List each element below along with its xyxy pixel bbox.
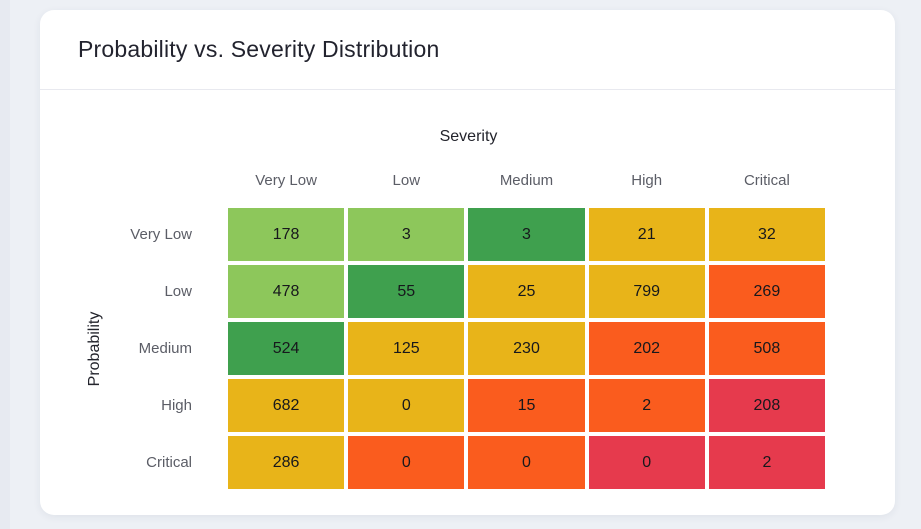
y-axis-label-high: High — [161, 397, 192, 414]
heatmap-cell-r2c3[interactable]: 202 — [588, 322, 705, 375]
heatmap-cell-r1c4[interactable]: 269 — [708, 265, 825, 318]
y-axis-label-low: Low — [164, 283, 192, 300]
heatmap-cell-r0c1[interactable]: 3 — [348, 208, 465, 261]
x-axis-label-critical: Critical — [743, 172, 790, 189]
heatmap-cell-r1c1[interactable]: 55 — [348, 265, 465, 318]
page-edge-strip — [0, 0, 10, 529]
heatmap-cell-r2c4[interactable]: 508 — [708, 322, 825, 375]
y-axis-label-critical: Critical — [146, 454, 192, 471]
heatmap-chart: Severity Very Low Low Medium High Critic… — [76, 128, 861, 489]
heatmap-cell-r2c1[interactable]: 125 — [348, 322, 465, 375]
heatmap-cell-r4c3[interactable]: 0 — [588, 436, 705, 489]
heatmap-cell-r1c3[interactable]: 799 — [588, 265, 705, 318]
x-axis-label-high: High — [631, 172, 663, 189]
x-axis-title: Severity — [439, 128, 498, 145]
heatmap-cell-r4c4[interactable]: 2 — [708, 436, 825, 489]
heatmap-cell-r3c3[interactable]: 2 — [588, 379, 705, 432]
heatmap-cell-r2c2[interactable]: 230 — [468, 322, 585, 375]
heatmap-body: Probability Very Low Low Medium High Cri… — [76, 208, 861, 489]
heatmap-cell-r0c4[interactable]: 32 — [708, 208, 825, 261]
heatmap-cell-r4c1[interactable]: 0 — [348, 436, 465, 489]
heatmap-cell-r3c1[interactable]: 0 — [348, 379, 465, 432]
card-title: Probability vs. Severity Distribution — [78, 36, 440, 62]
heatmap-cell-r2c0[interactable]: 524 — [228, 322, 345, 375]
heatmap-cell-r4c2[interactable]: 0 — [468, 436, 585, 489]
heatmap-cell-r4c0[interactable]: 286 — [228, 436, 345, 489]
heatmap-cell-r3c0[interactable]: 682 — [228, 379, 345, 432]
y-axis-labels: Very Low Low Medium High Critical — [76, 208, 228, 489]
heatmap-cell-r1c0[interactable]: 478 — [228, 265, 345, 318]
card-header: Probability vs. Severity Distribution — [40, 10, 895, 90]
heatmap-cell-r0c0[interactable]: 178 — [228, 208, 345, 261]
x-axis-label-very-low: Very Low — [255, 172, 317, 189]
heatmap-cell-r3c4[interactable]: 208 — [708, 379, 825, 432]
probability-severity-card: Probability vs. Severity Distribution Se… — [40, 10, 895, 515]
x-axis-label-low: Low — [392, 172, 421, 189]
heatmap-cell-r0c3[interactable]: 21 — [588, 208, 705, 261]
x-axis-labels: Very Low Low Medium High Critical — [228, 172, 825, 189]
heatmap-cell-r0c2[interactable]: 3 — [468, 208, 585, 261]
y-axis-label-medium: Medium — [138, 340, 192, 357]
y-axis-title: Probability — [86, 311, 103, 386]
heatmap-grid: 178 3 3 21 32 478 55 25 799 269 524 125 … — [228, 208, 825, 489]
heatmap-cell-r1c2[interactable]: 25 — [468, 265, 585, 318]
x-axis-label-medium: Medium — [499, 172, 554, 189]
heatmap-cell-r3c2[interactable]: 15 — [468, 379, 585, 432]
y-axis-label-very-low: Very Low — [130, 226, 192, 243]
